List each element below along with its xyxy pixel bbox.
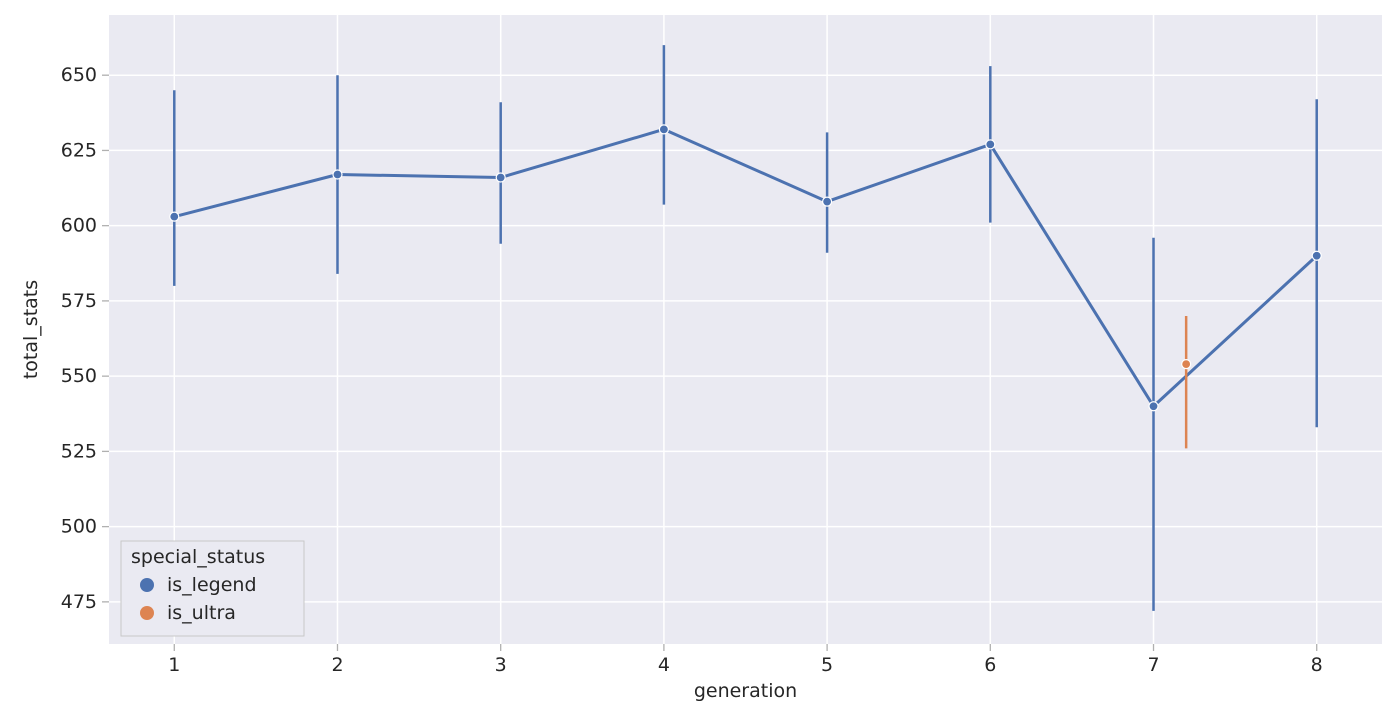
y-tick-label: 625: [61, 139, 97, 161]
y-tick-label: 525: [61, 440, 97, 462]
series-marker: [986, 140, 995, 149]
series-marker: [496, 173, 505, 182]
x-axis-label-svg: generation: [694, 680, 797, 701]
x-tick-label: 2: [331, 654, 343, 676]
line-chart: 1 2 3 4 5 6 7 8 475 500 525 550 575 600 625 650 generati…: [0, 0, 1400, 701]
x-tick-label: 7: [1147, 654, 1159, 676]
series-marker: [1182, 360, 1191, 369]
x-tick-label: 3: [495, 654, 507, 676]
x-tick-label: 1: [168, 654, 180, 676]
y-tick-label: 550: [61, 365, 97, 387]
legend-marker: [140, 578, 154, 592]
y-axis-label-svg: total_stats: [20, 280, 42, 379]
legend-label: is_legend: [167, 574, 257, 596]
y-tick-label: 600: [61, 215, 97, 237]
y-tick-label: 500: [61, 516, 97, 538]
series-marker: [1149, 402, 1158, 411]
series-marker: [333, 170, 342, 179]
y-tick-label: 475: [61, 591, 97, 613]
series-marker: [1312, 251, 1321, 260]
legend-marker: [140, 606, 154, 620]
x-tick-label: 6: [984, 654, 996, 676]
y-tick-label: 575: [61, 290, 97, 312]
y-tick-label: 650: [61, 64, 97, 86]
x-tick-label: 4: [658, 654, 670, 676]
legend-label: is_ultra: [167, 602, 236, 624]
legend-title-svg: special_status: [131, 546, 265, 568]
chart-container: 1 2 3 4 5 6 7 8 475 500 525 550 575 600 625 650 generati…: [0, 0, 1400, 701]
series-marker: [823, 197, 832, 206]
series-marker: [170, 212, 179, 221]
x-tick-label: 8: [1311, 654, 1323, 676]
legend: special_status is_legend is_ultra: [121, 541, 304, 636]
series-marker: [659, 125, 668, 134]
x-tick-label: 5: [821, 654, 833, 676]
